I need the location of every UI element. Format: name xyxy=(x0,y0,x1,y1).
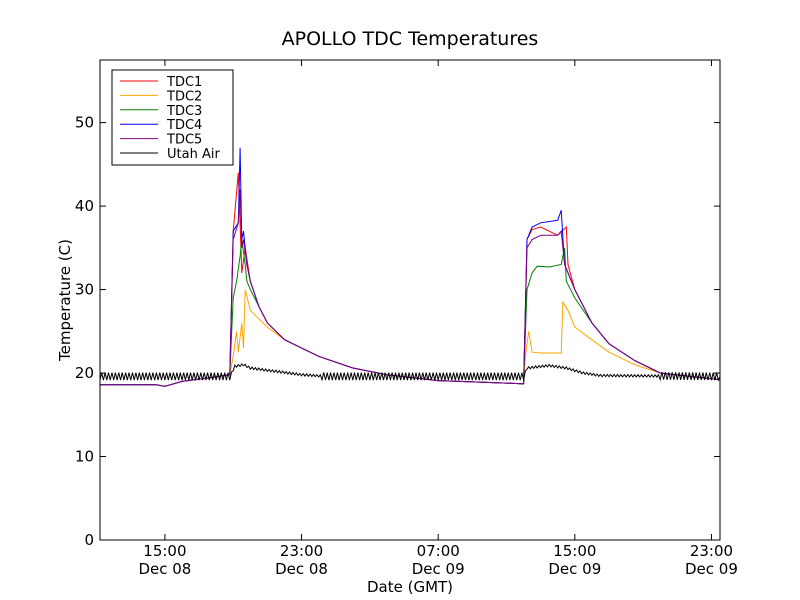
legend-box xyxy=(111,69,234,166)
chart-title: APOLLO TDC Temperatures xyxy=(282,28,539,50)
x-tick-date-label: Dec 08 xyxy=(138,560,191,578)
legend-label: TDC2 xyxy=(166,89,202,104)
x-tick-date-label: Dec 09 xyxy=(412,560,465,578)
x-tick-time-label: 15:00 xyxy=(553,542,596,560)
y-axis-label: Temperature (C) xyxy=(56,239,74,362)
plot-lines xyxy=(99,147,721,387)
y-tick-label: 10 xyxy=(75,448,94,466)
x-axis-label: Date (GMT) xyxy=(367,578,453,596)
y-tick-label: 30 xyxy=(75,281,94,299)
y-tick-label: 40 xyxy=(75,197,94,215)
x-tick-time-label: 23:00 xyxy=(690,542,733,560)
legend-label: Utah Air xyxy=(167,147,220,162)
series-line-tdc5 xyxy=(100,189,721,387)
legend-label: TDC5 xyxy=(166,133,202,148)
legend-label: TDC3 xyxy=(166,104,202,119)
x-tick-time-label: 23:00 xyxy=(280,542,323,560)
x-tick-date-label: Dec 09 xyxy=(548,560,601,578)
y-tick-label: 20 xyxy=(75,364,94,382)
series-line-utah-air xyxy=(99,363,721,382)
plot-frame xyxy=(99,59,721,541)
x-tick-time-label: 07:00 xyxy=(417,542,460,560)
y-tick-label: 0 xyxy=(84,531,94,549)
x-tick-date-label: Dec 09 xyxy=(685,560,738,578)
x-tick-date-label: Dec 08 xyxy=(275,560,328,578)
x-tick-time-label: 15:00 xyxy=(143,542,186,560)
legend-label: TDC4 xyxy=(166,118,202,133)
y-tick-label: 50 xyxy=(75,114,94,132)
legend-label: TDC1 xyxy=(166,75,202,90)
